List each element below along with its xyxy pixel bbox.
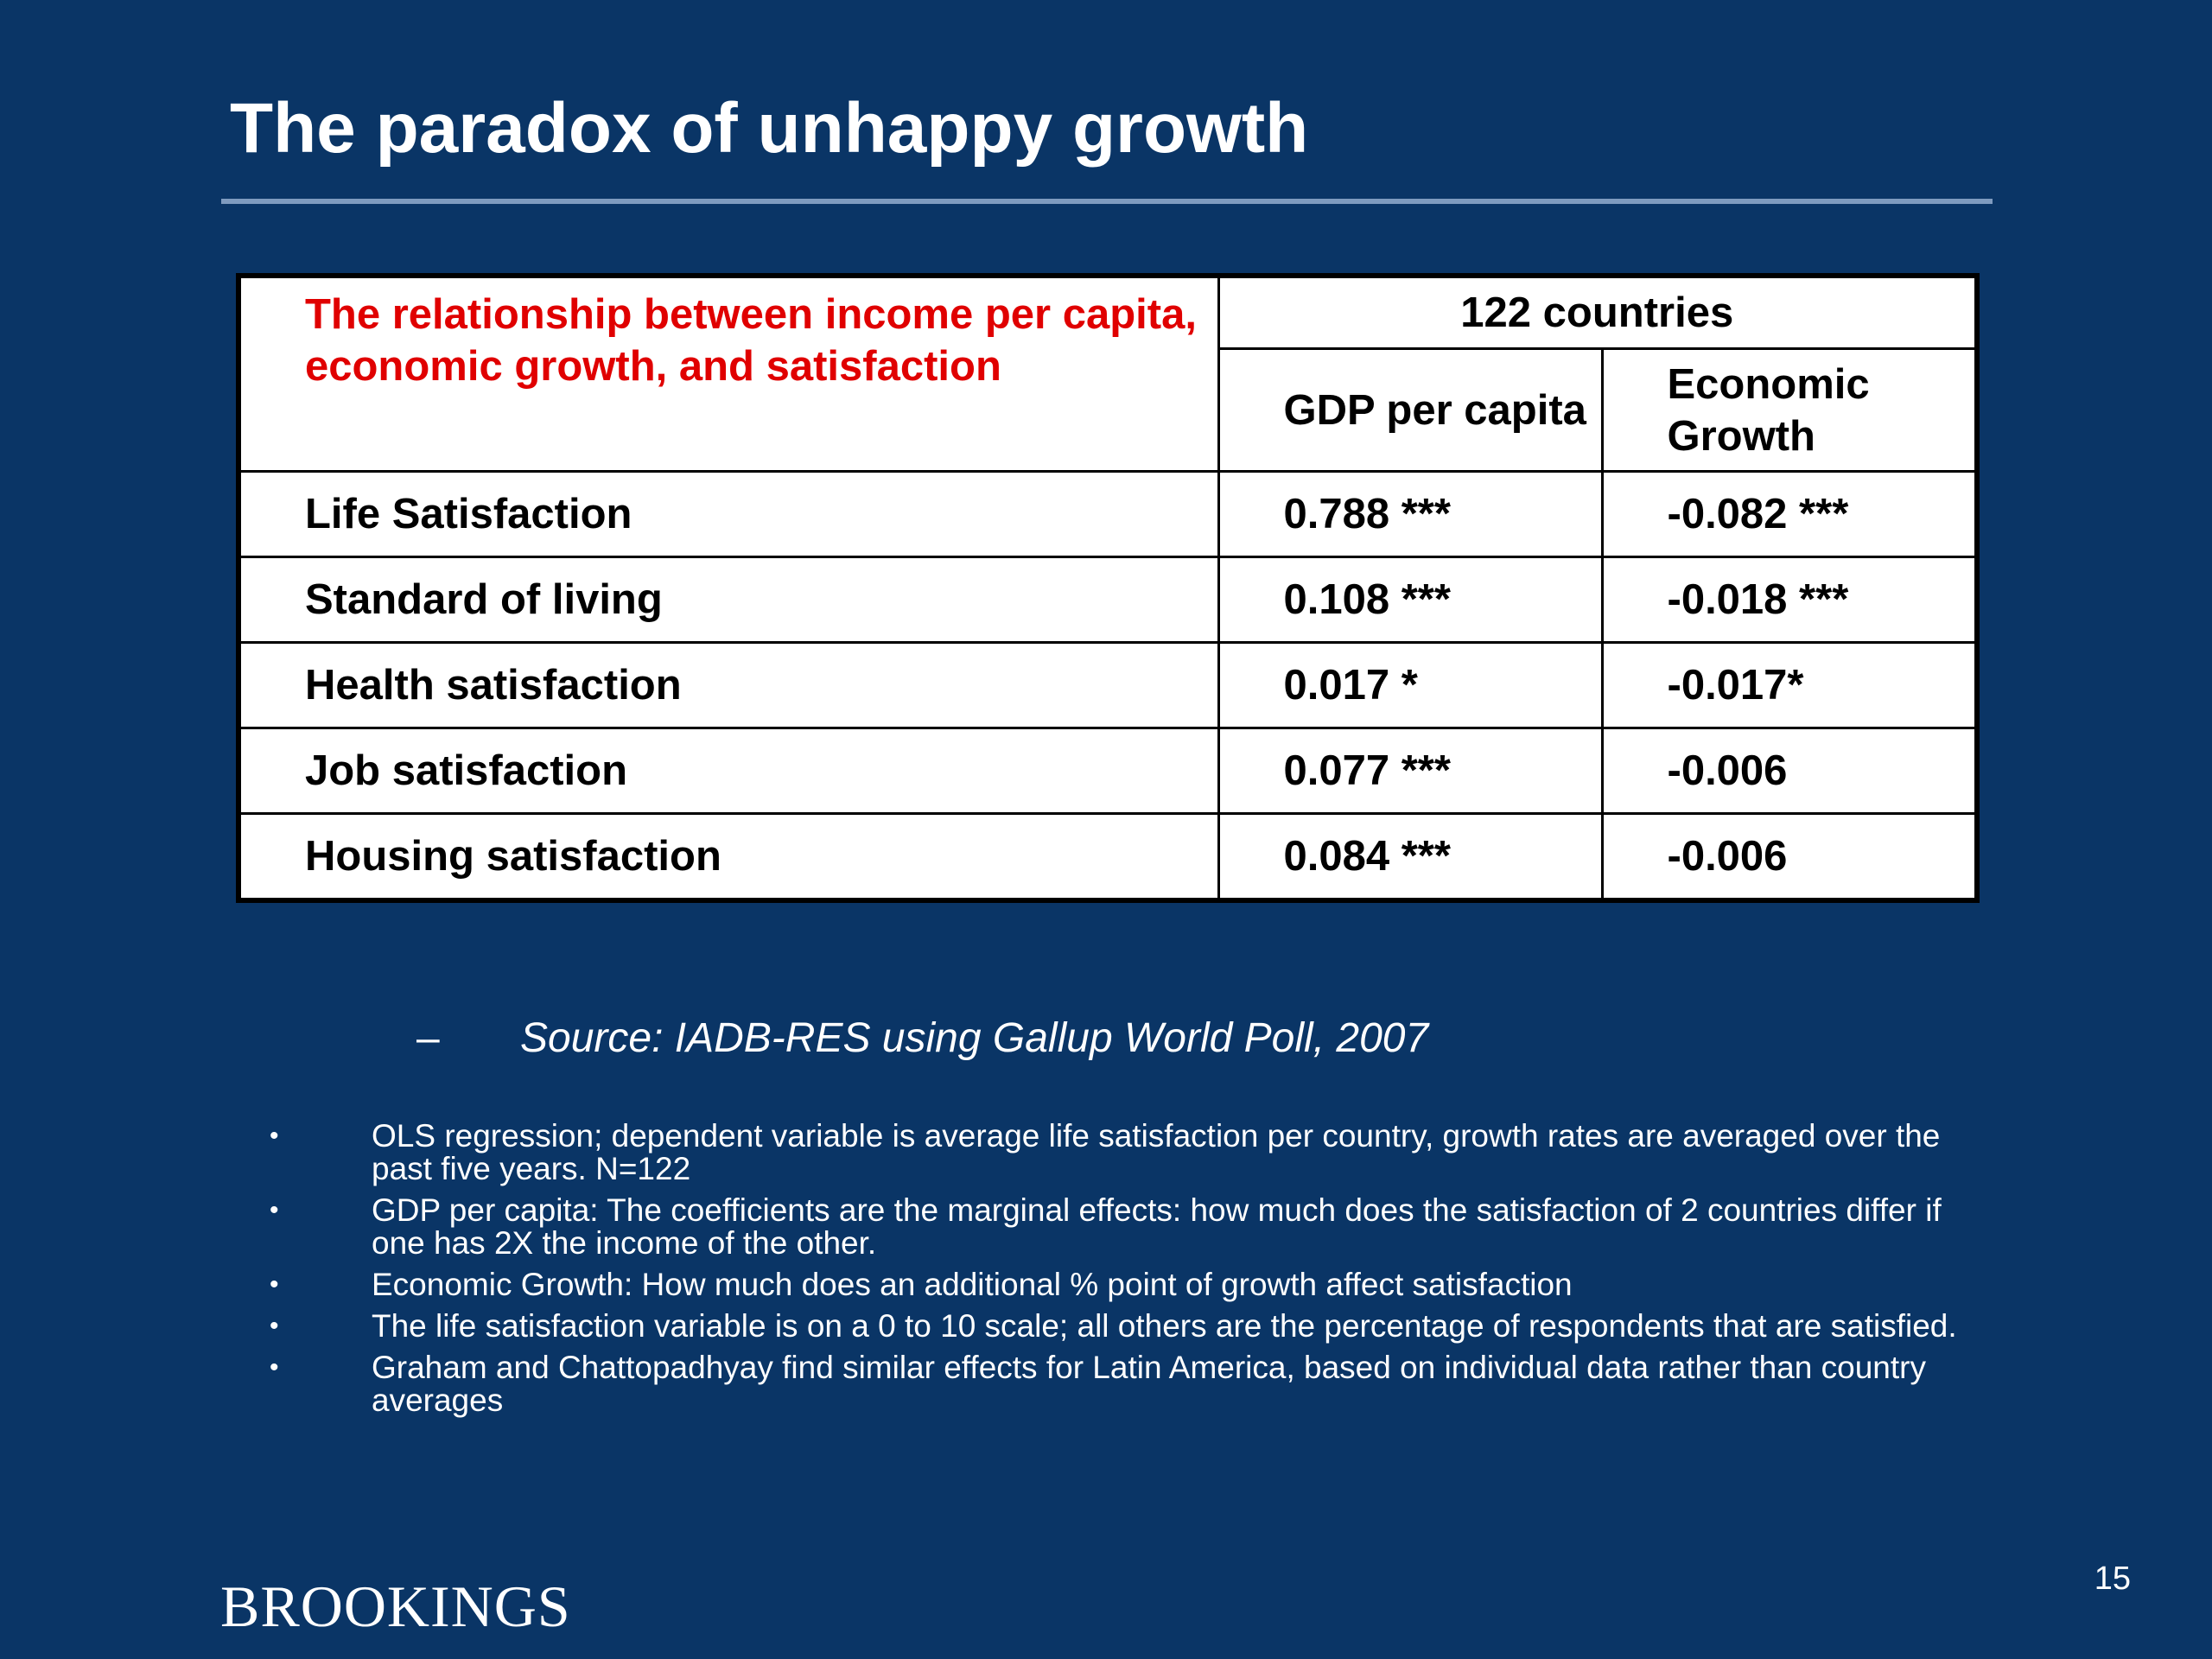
row-label: Standard of living <box>237 556 1220 644</box>
slide-title: The paradox of unhappy growth <box>230 89 1309 168</box>
source-note: – Source: IADB-RES using Gallup World Po… <box>416 1014 1428 1062</box>
page-number: 15 <box>2094 1560 2131 1597</box>
table-row: Health satisfaction 0.017 * -0.017* <box>237 641 1979 729</box>
gdp-coefficient: 0.084 *** <box>1217 812 1604 902</box>
bullet-icon: • <box>270 1312 279 1340</box>
table-row: Standard of living 0.108 *** -0.018 *** <box>237 556 1979 644</box>
growth-coefficient: -0.018 *** <box>1600 556 1979 644</box>
bullet-icon: • <box>270 1353 279 1382</box>
note-text: Economic Growth: How much does an additi… <box>372 1267 1573 1302</box>
note-text: GDP per capita: The coefficients are the… <box>372 1192 1942 1261</box>
group-header: 122 countries <box>1217 274 1979 350</box>
table-row: Life Satisfaction 0.788 *** -0.082 *** <box>237 470 1979 558</box>
table-caption: The relationship between income per capi… <box>237 274 1220 473</box>
column-header-gdp: GDP per capita <box>1217 347 1604 473</box>
notes-list: • OLS regression; dependent variable is … <box>264 1120 1993 1426</box>
row-label: Housing satisfaction <box>237 812 1220 902</box>
gdp-coefficient: 0.108 *** <box>1217 556 1604 644</box>
gdp-coefficient: 0.017 * <box>1217 641 1604 729</box>
list-item: • OLS regression; dependent variable is … <box>264 1120 1993 1185</box>
row-label: Health satisfaction <box>237 641 1220 729</box>
bullet-icon: • <box>270 1122 279 1150</box>
growth-coefficient: -0.017* <box>1600 641 1979 729</box>
bullet-icon: • <box>270 1196 279 1224</box>
gdp-coefficient: 0.788 *** <box>1217 470 1604 558</box>
table-subheader-row: GDP per capita Economic Growth <box>238 347 1979 473</box>
gdp-coefficient: 0.077 *** <box>1217 727 1604 815</box>
growth-coefficient: -0.006 <box>1600 727 1979 815</box>
table-row: Housing satisfaction 0.084 *** -0.006 <box>237 812 1979 902</box>
brookings-logo: BROOKINGS <box>220 1573 571 1639</box>
growth-coefficient: -0.082 *** <box>1600 470 1979 558</box>
table-header-row: The relationship between income per capi… <box>237 274 1979 473</box>
list-item: • The life satisfaction variable is on a… <box>264 1310 1993 1343</box>
bullet-icon: • <box>270 1270 279 1299</box>
title-divider <box>221 199 1993 204</box>
table-row: Job satisfaction 0.077 *** -0.006 <box>237 727 1979 815</box>
list-item: • Economic Growth: How much does an addi… <box>264 1268 1993 1301</box>
column-header-growth: Economic Growth <box>1600 347 1979 473</box>
row-label: Job satisfaction <box>237 727 1220 815</box>
results-table: The relationship between income per capi… <box>236 273 1980 903</box>
growth-coefficient: -0.006 <box>1600 812 1979 902</box>
note-text: OLS regression; dependent variable is av… <box>372 1118 1941 1186</box>
list-item: • GDP per capita: The coefficients are t… <box>264 1194 1993 1260</box>
row-label: Life Satisfaction <box>237 470 1220 558</box>
source-dash: – <box>416 1015 440 1061</box>
note-text: Graham and Chattopadhyay find similar ef… <box>372 1350 1926 1418</box>
note-text: The life satisfaction variable is on a 0… <box>372 1308 1957 1344</box>
source-text: Source: IADB-RES using Gallup World Poll… <box>520 1015 1429 1061</box>
list-item: • Graham and Chattopadhyay find similar … <box>264 1351 1993 1417</box>
